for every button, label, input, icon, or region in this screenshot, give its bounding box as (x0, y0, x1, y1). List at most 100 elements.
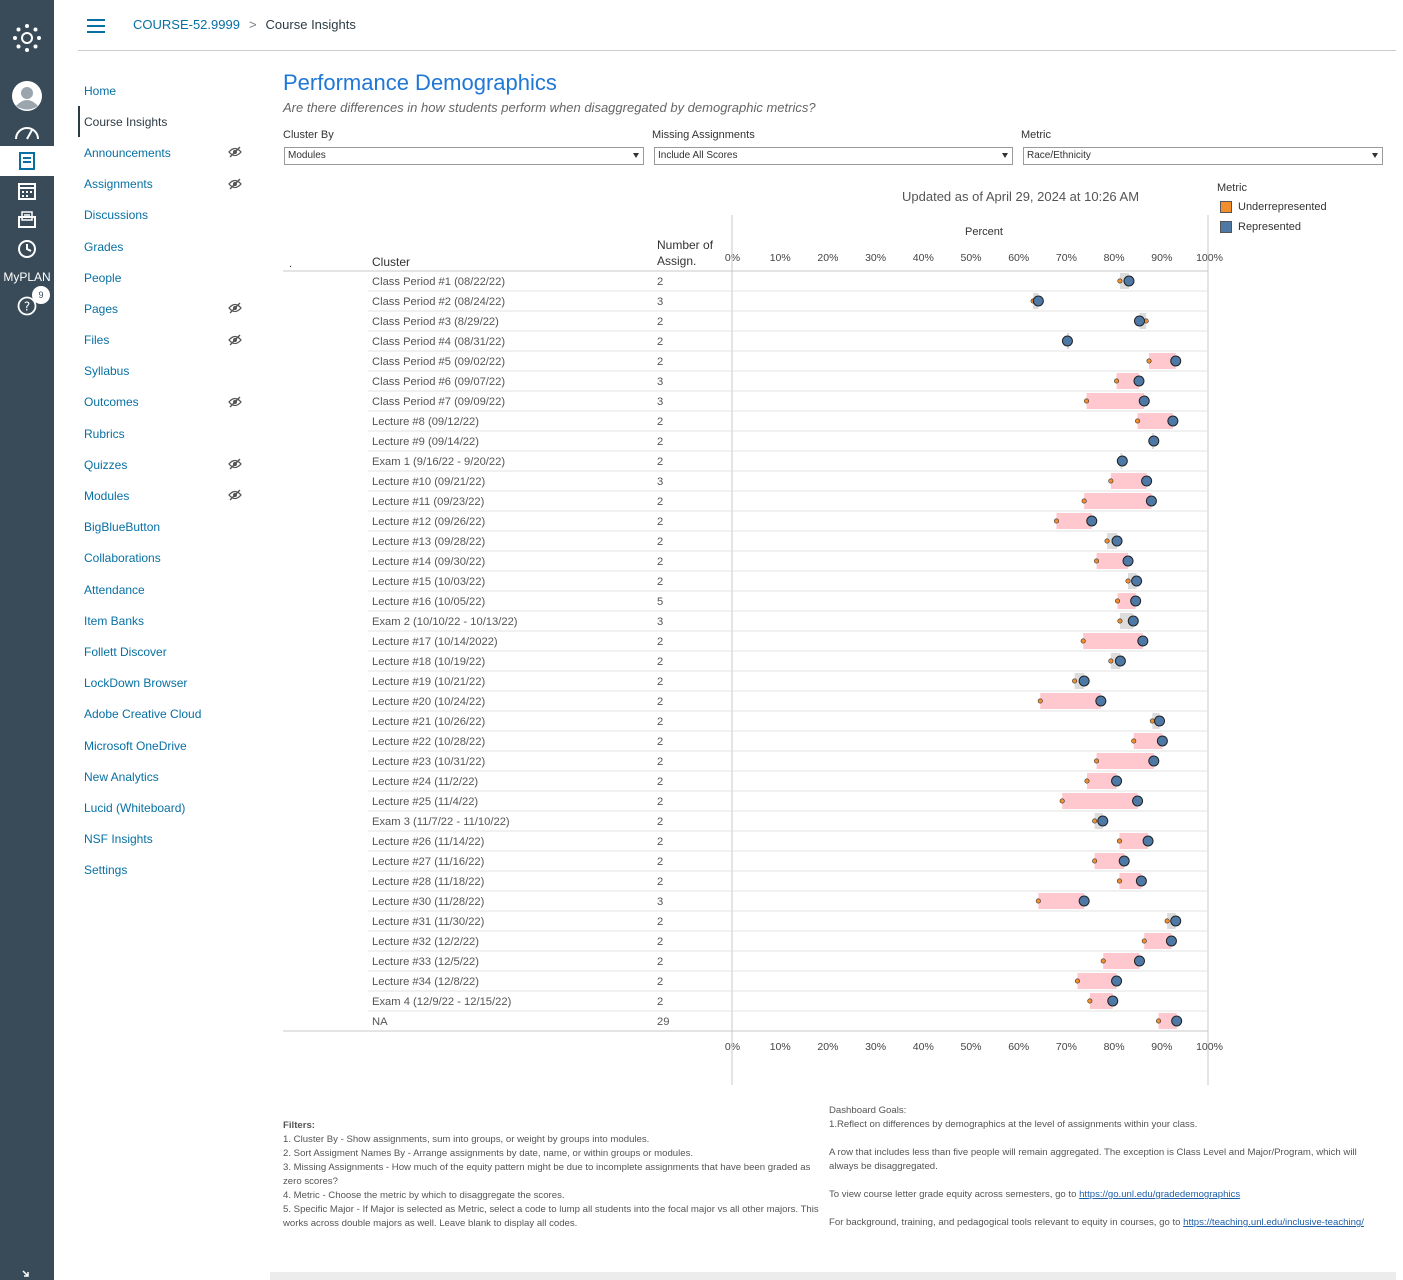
course-nav-label: Course Insights (84, 114, 168, 129)
missing-assignments-select[interactable]: Include All Scores (654, 147, 1013, 165)
course-nav-item-attendance[interactable]: Attendance (78, 574, 258, 605)
cluster-label: Lecture #10 (09/21/22) (372, 476, 485, 488)
legend-item-underrepresented[interactable]: Underrepresented (1220, 201, 1327, 213)
course-nav-item-item-banks[interactable]: Item Banks (78, 605, 258, 636)
assignment-count-label: 2 (657, 756, 663, 768)
course-nav-item-grades[interactable]: Grades (78, 231, 258, 262)
cluster-label: Lecture #32 (12/2/22) (372, 936, 479, 948)
underrepresented-point (1146, 358, 1152, 364)
x-tick-label-top: 10% (770, 252, 791, 264)
dashboard-goals: Dashboard Goals: 1.Reflect on difference… (829, 1104, 1374, 1230)
calendar-icon[interactable] (0, 178, 54, 204)
course-nav-item-lucid-whiteboard[interactable]: Lucid (Whiteboard) (78, 792, 258, 823)
help-icon[interactable]: ? 9 (0, 286, 54, 318)
hidden-eye-icon (228, 178, 242, 193)
breadcrumb-current: Course Insights (265, 17, 356, 32)
breadcrumb-course-link[interactable]: COURSE-52.9999 (133, 17, 240, 32)
course-nav-label: Grades (84, 239, 124, 254)
x-tick-label-top: 100% (1196, 252, 1223, 264)
course-nav-item-adobe-creative-cloud[interactable]: Adobe Creative Cloud (78, 699, 258, 730)
myplan-link[interactable]: MyPLAN (0, 268, 54, 286)
assignment-count-label: 3 (657, 616, 663, 628)
cluster-by-select[interactable]: Modules (284, 147, 644, 165)
represented-point (1111, 535, 1123, 547)
assignment-count-label: 2 (657, 536, 663, 548)
history-icon[interactable] (0, 236, 54, 262)
metric-select[interactable]: Race/Ethnicity (1023, 147, 1383, 165)
hidden-eye-icon (228, 458, 242, 473)
assignment-count-label: 29 (657, 1016, 669, 1028)
course-nav-item-bigbluebutton[interactable]: BigBlueButton (78, 512, 258, 543)
represented-point (1133, 315, 1145, 327)
assignment-count-label: 2 (657, 636, 663, 648)
course-nav-item-announcements[interactable]: Announcements (78, 137, 258, 168)
cluster-label: Exam 1 (9/16/22 - 9/20/22) (372, 456, 505, 468)
legend-swatch-represented (1220, 221, 1232, 233)
course-nav-label: Syllabus (84, 364, 130, 379)
represented-point (1107, 995, 1119, 1007)
course-nav-item-home[interactable]: Home (78, 75, 258, 106)
x-tick-label-bottom: 100% (1196, 1041, 1223, 1053)
course-nav-item-people[interactable]: People (78, 262, 258, 293)
course-nav-item-modules[interactable]: Modules (78, 480, 258, 511)
represented-point (1133, 375, 1145, 387)
gap-band (1083, 633, 1143, 649)
account-icon[interactable] (0, 78, 54, 114)
grade-demographics-link[interactable]: https://go.unl.edu/gradedemographics (1079, 1189, 1241, 1200)
metric-value: Race/Ethnicity (1027, 150, 1091, 161)
assignment-count-label: 2 (657, 316, 663, 328)
x-tick-label-bottom: 40% (913, 1041, 934, 1053)
x-tick-label-top: 50% (960, 252, 981, 264)
inbox-icon[interactable] (0, 206, 54, 232)
gap-band (1119, 873, 1142, 889)
count-column-header-line-1: Number of (657, 238, 714, 252)
cluster-label: Lecture #16 (10/05/22) (372, 596, 485, 608)
course-nav-item-discussions[interactable]: Discussions (78, 200, 258, 231)
course-nav-label: Follett Discover (84, 644, 167, 659)
logo-icon[interactable] (0, 18, 54, 58)
x-tick-label-top: 20% (817, 252, 838, 264)
cluster-label: Class Period #7 (09/09/22) (372, 396, 505, 408)
course-nav-item-quizzes[interactable]: Quizzes (78, 449, 258, 480)
inclusive-teaching-link[interactable]: https://teaching.unl.edu/inclusive-teach… (1183, 1217, 1364, 1228)
hamburger-menu-button[interactable] (87, 19, 105, 33)
assignment-count-label: 2 (657, 416, 663, 428)
assignment-count-label: 2 (657, 656, 663, 668)
course-nav-item-assignments[interactable]: Assignments (78, 169, 258, 200)
gap-band (1087, 773, 1117, 789)
course-nav-item-course-insights[interactable]: Course Insights (78, 106, 258, 138)
assignment-count-label: 2 (657, 936, 663, 948)
collapse-nav-icon[interactable] (0, 1268, 54, 1280)
course-nav-label: Rubrics (84, 426, 125, 441)
course-nav-item-pages[interactable]: Pages (78, 293, 258, 324)
underrepresented-point (1125, 578, 1131, 584)
course-nav-item-outcomes[interactable]: Outcomes (78, 387, 258, 418)
dashboard-icon[interactable] (0, 118, 54, 146)
cluster-label: Lecture #13 (09/28/22) (372, 536, 485, 548)
cluster-label: Lecture #17 (10/14/2022) (372, 636, 498, 648)
underrepresented-point (1104, 538, 1110, 544)
underrepresented-point (1156, 1018, 1162, 1024)
course-nav-item-new-analytics[interactable]: New Analytics (78, 761, 258, 792)
course-nav-item-collaborations[interactable]: Collaborations (78, 543, 258, 574)
legend-item-represented[interactable]: Represented (1220, 221, 1301, 233)
course-nav-item-rubrics[interactable]: Rubrics (78, 418, 258, 449)
represented-point (1078, 895, 1090, 907)
represented-point (1118, 855, 1130, 867)
underrepresented-point (1081, 498, 1087, 504)
course-nav-item-follett-discover[interactable]: Follett Discover (78, 636, 258, 667)
represented-point (1032, 295, 1044, 307)
underrepresented-point (1094, 758, 1100, 764)
course-nav-item-microsoft-onedrive[interactable]: Microsoft OneDrive (78, 730, 258, 761)
underrepresented-point (1149, 718, 1155, 724)
assignment-count-label: 2 (657, 816, 663, 828)
x-tick-label-bottom: 10% (770, 1041, 791, 1053)
course-nav-item-syllabus[interactable]: Syllabus (78, 356, 258, 387)
assignment-count-label: 2 (657, 836, 663, 848)
courses-icon[interactable] (0, 146, 54, 176)
course-nav-item-lockdown-browser[interactable]: LockDown Browser (78, 668, 258, 699)
represented-point (1137, 635, 1149, 647)
course-nav-item-files[interactable]: Files (78, 325, 258, 356)
course-nav-item-nsf-insights[interactable]: NSF Insights (78, 824, 258, 855)
course-nav-item-settings[interactable]: Settings (78, 855, 258, 886)
